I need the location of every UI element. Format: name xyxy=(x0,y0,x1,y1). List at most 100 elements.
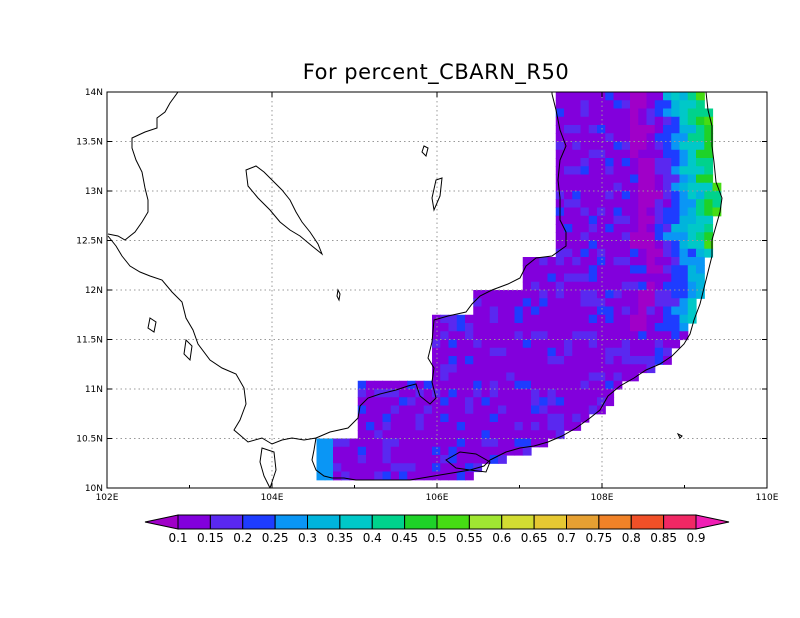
data-cell xyxy=(333,463,342,473)
data-cell xyxy=(621,298,631,308)
data-cell xyxy=(663,133,672,143)
coastline-tonle-sap xyxy=(245,165,324,256)
data-cell xyxy=(366,438,375,448)
colorbar-segment xyxy=(242,514,276,530)
data-cell xyxy=(555,422,565,431)
data-cell xyxy=(671,133,681,143)
data-cell xyxy=(390,430,400,440)
data-cell xyxy=(349,455,359,464)
data-cell xyxy=(522,323,532,332)
x-tick-label: 104E xyxy=(261,493,284,503)
data-cell xyxy=(704,166,714,176)
data-cell xyxy=(432,356,441,365)
data-cell xyxy=(687,281,697,291)
data-cell xyxy=(638,199,648,209)
data-cell xyxy=(630,174,639,184)
data-cell xyxy=(390,463,400,473)
data-cell xyxy=(456,323,466,332)
data-cell xyxy=(630,215,639,225)
data-cell xyxy=(432,413,441,423)
data-cell xyxy=(646,215,656,225)
data-cell xyxy=(539,265,549,275)
data-cell xyxy=(654,100,664,110)
data-cell xyxy=(506,323,516,332)
data-cell xyxy=(630,314,639,324)
data-cell xyxy=(597,174,606,184)
data-cell xyxy=(588,108,598,118)
data-cell xyxy=(382,397,392,407)
data-cell xyxy=(357,438,367,448)
data-cell xyxy=(456,331,466,341)
data-cell xyxy=(613,372,623,382)
data-cell xyxy=(547,281,557,291)
data-cell xyxy=(415,455,425,464)
data-cell xyxy=(498,314,507,324)
data-cell xyxy=(374,463,384,473)
data-cell xyxy=(432,380,441,390)
data-cell xyxy=(638,306,648,316)
data-cell xyxy=(547,372,557,382)
data-cell xyxy=(539,422,549,431)
coastline-islet-5 xyxy=(183,338,193,362)
data-cell xyxy=(531,356,540,365)
data-cell xyxy=(580,133,590,143)
data-cell xyxy=(448,372,458,382)
data-cell xyxy=(506,331,516,341)
data-cell xyxy=(621,191,631,200)
data-cell xyxy=(621,92,631,101)
data-cell xyxy=(654,281,664,291)
data-cell xyxy=(390,397,400,407)
data-cell xyxy=(687,141,697,151)
data-cell xyxy=(498,306,507,316)
data-cell xyxy=(580,215,590,225)
colorbar-label: 0.65 xyxy=(521,531,548,545)
data-cell xyxy=(588,182,598,192)
data-cell xyxy=(679,215,689,225)
data-cell xyxy=(580,116,590,126)
data-cell xyxy=(679,108,689,118)
data-cell xyxy=(630,158,639,167)
data-cell xyxy=(630,191,639,200)
data-cell xyxy=(696,290,705,299)
colorbar-segment xyxy=(404,514,438,530)
y-tick-label: 13N xyxy=(85,187,103,197)
data-cell xyxy=(704,141,714,151)
data-cell xyxy=(638,248,648,258)
coastline-vietnam-east xyxy=(311,92,723,481)
data-cell xyxy=(531,347,540,357)
colorbar-segment xyxy=(501,514,535,530)
data-cell xyxy=(712,199,722,209)
data-cell xyxy=(324,471,334,481)
data-cell xyxy=(489,405,499,415)
data-cell xyxy=(539,405,549,415)
y-tick-label: 10N xyxy=(85,484,103,494)
data-cell xyxy=(423,446,433,456)
data-cell xyxy=(506,364,516,374)
data-cell xyxy=(704,158,714,167)
data-cell xyxy=(539,339,549,349)
data-cell xyxy=(605,199,615,209)
data-cell xyxy=(687,174,697,184)
data-cell xyxy=(333,455,342,464)
data-cell xyxy=(547,339,557,349)
data-cell xyxy=(531,389,540,398)
data-cell xyxy=(382,413,392,423)
data-cell xyxy=(687,158,697,167)
data-cell xyxy=(654,149,664,159)
data-cell xyxy=(448,331,458,341)
data-cell xyxy=(671,273,681,283)
data-cell xyxy=(448,389,458,398)
data-cell xyxy=(399,380,408,390)
data-cell xyxy=(465,347,474,357)
colorbar-label: 0.85 xyxy=(650,531,677,545)
data-cell xyxy=(564,405,573,415)
colorbar-segment xyxy=(663,514,697,530)
data-cell xyxy=(646,141,656,151)
data-cell xyxy=(547,389,557,398)
data-cell xyxy=(646,108,656,118)
data-cell xyxy=(531,331,540,341)
data-cell xyxy=(630,92,639,101)
data-cell xyxy=(638,347,648,357)
data-cell xyxy=(539,364,549,374)
data-cell xyxy=(481,413,491,423)
